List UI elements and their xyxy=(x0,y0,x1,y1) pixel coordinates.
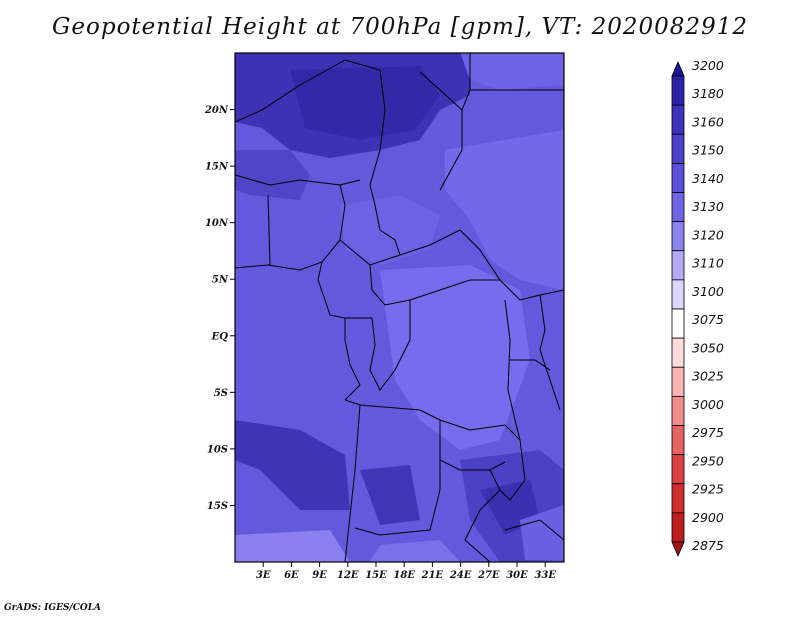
colorbar-label: 3075 xyxy=(692,312,724,327)
colorbar-swatch xyxy=(671,162,685,193)
colorbar-label: 3180 xyxy=(692,86,724,101)
colorbar-swatch xyxy=(671,366,685,397)
lon-tick-label: 18E xyxy=(393,570,415,581)
colorbar-label: 3100 xyxy=(692,284,724,299)
colorbar-swatch xyxy=(671,308,685,339)
colorbar-swatch xyxy=(671,60,685,77)
colorbar-swatch xyxy=(671,483,685,514)
colorbar-label: 2925 xyxy=(692,482,724,497)
colorbar-label: 3120 xyxy=(692,227,724,242)
latitude-axis: 20N 15N 10N 5N EQ 5S 10S 15S xyxy=(204,105,235,512)
colorbar-swatch xyxy=(671,250,685,281)
lon-tick-label: 24E xyxy=(449,570,472,581)
footer-credit: GrADS: IGES/COLA xyxy=(4,603,102,613)
colorbar-label: 3000 xyxy=(692,397,724,412)
colorbar-swatch xyxy=(671,541,685,558)
lat-tick-label: 5N xyxy=(212,275,229,286)
colorbar-label: 2975 xyxy=(692,425,724,440)
colorbar-swatch xyxy=(671,337,685,368)
colorbar-swatch xyxy=(671,395,685,426)
lon-tick-label: 27E xyxy=(477,570,500,581)
lon-tick-label: 9E xyxy=(312,570,327,581)
height-field xyxy=(235,53,564,562)
lat-tick-label: 20N xyxy=(204,105,229,116)
colorbar-swatch xyxy=(671,133,685,164)
lon-tick-label: 21E xyxy=(421,570,444,581)
colorbar-label: 2950 xyxy=(692,453,724,468)
colorbar-swatch xyxy=(671,192,685,223)
colorbar-label: 3150 xyxy=(692,143,724,158)
colorbar-label: 3140 xyxy=(692,171,724,186)
lat-tick-label: 15N xyxy=(205,162,229,173)
colorbar-swatch xyxy=(671,512,685,543)
lon-tick-label: 33E xyxy=(534,570,556,581)
lon-tick-label: 12E xyxy=(337,570,359,581)
lon-tick-label: 30E xyxy=(506,570,528,581)
lat-tick-label: 10S xyxy=(207,444,228,455)
colorbar-label: 2875 xyxy=(692,538,724,553)
colorbar-label: 3200 xyxy=(692,58,724,73)
colorbar-label: 3025 xyxy=(692,369,724,384)
colorbar-swatch xyxy=(671,279,685,310)
colorbar-label: 3050 xyxy=(692,340,724,355)
colorbar-swatch xyxy=(671,75,685,106)
colorbar-swatch xyxy=(671,221,685,252)
colorbar-label: 2900 xyxy=(692,510,724,525)
lon-tick-label: 6E xyxy=(284,570,299,581)
colorbar-label: 3130 xyxy=(692,199,724,214)
longitude-axis: 3E 6E 9E 12E 15E 18E 21E 24E 27E 30E 33E xyxy=(256,562,556,581)
lat-tick-label: 10N xyxy=(205,218,229,229)
colorbar-swatch xyxy=(671,454,685,485)
chart-title: Geopotential Height at 700hPa [gpm], VT:… xyxy=(52,14,748,40)
colorbar-swatch xyxy=(671,425,685,456)
map-frame xyxy=(234,52,565,563)
lon-tick-label: 15E xyxy=(365,570,387,581)
colorbar-label: 3110 xyxy=(692,256,724,271)
lat-tick-label: EQ xyxy=(211,331,229,342)
colorbar-label: 3160 xyxy=(692,114,724,129)
colorbar-swatch xyxy=(671,104,685,135)
country-boundaries xyxy=(235,53,564,562)
lon-tick-label: 3E xyxy=(256,570,271,581)
lat-tick-label: 15S xyxy=(207,501,228,512)
lat-tick-label: 5S xyxy=(214,388,228,399)
colorbar: 3200 3180 3160 3150 3140 3130 3120 3110 3100 3075… xyxy=(671,58,724,558)
